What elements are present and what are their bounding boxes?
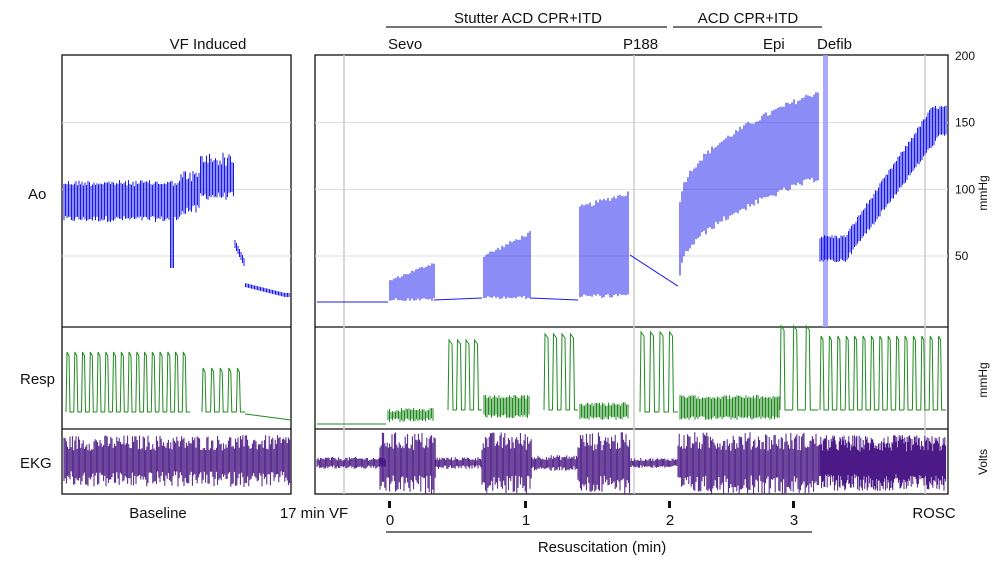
ao-tick-label-200: 200 <box>955 49 975 63</box>
event-markers <box>343 55 926 494</box>
x-tick-3 <box>792 501 795 508</box>
ao-tick-label-100: 100 <box>955 182 975 196</box>
vf-duration-label: 17 min VF <box>280 505 348 522</box>
x-tick-2 <box>668 501 671 508</box>
ekg-trace-resuscitation <box>316 432 947 494</box>
baseline-panel <box>61 54 292 495</box>
resp-trace-resuscitation <box>317 324 946 425</box>
resp-unit-label: mmHg <box>976 362 990 397</box>
ekg-unit-label: Volts <box>976 449 990 475</box>
p188-label: P188 <box>623 36 658 53</box>
ao-trace-baseline <box>63 152 290 297</box>
defib-label: Defib <box>817 36 852 53</box>
x-tick-label-1: 1 <box>522 512 530 529</box>
x-axis: 0 1 2 3 Resuscitation (min) <box>386 501 812 556</box>
sevo-label: Sevo <box>388 36 422 53</box>
x-axis-title: Resuscitation (min) <box>538 539 666 556</box>
x-tick-label-2: 2 <box>666 512 674 529</box>
x-tick-0 <box>388 501 391 508</box>
ao-axis: 50 100 150 200 <box>955 49 975 263</box>
resus-panel <box>314 54 949 495</box>
resp-trace-baseline <box>65 351 292 421</box>
ao-tick-label-150: 150 <box>955 116 975 130</box>
channel-label-resp: Resp <box>20 371 55 388</box>
panel-frames <box>61 54 949 495</box>
ekg-trace-baseline <box>63 435 291 487</box>
x-tick-label-3: 3 <box>790 512 798 529</box>
ao-tick-label-50: 50 <box>955 249 969 263</box>
phase2-label: ACD CPR+ITD <box>698 10 799 27</box>
rosc-label: ROSC <box>912 505 956 522</box>
channel-label-ao: Ao <box>28 186 46 203</box>
defib-marker <box>823 55 828 327</box>
phase1-label: Stutter ACD CPR+ITD <box>454 10 602 27</box>
ao-trace-resuscitation <box>317 92 947 303</box>
ao-unit-label: mmHg <box>976 175 990 210</box>
channel-label-ekg: EKG <box>20 455 52 472</box>
x-tick-1 <box>524 501 527 508</box>
x-tick-label-0: 0 <box>386 512 394 529</box>
epi-label: Epi <box>763 36 785 53</box>
baseline-label: Baseline <box>129 505 187 522</box>
vf-induced-label: VF Induced <box>170 36 247 53</box>
